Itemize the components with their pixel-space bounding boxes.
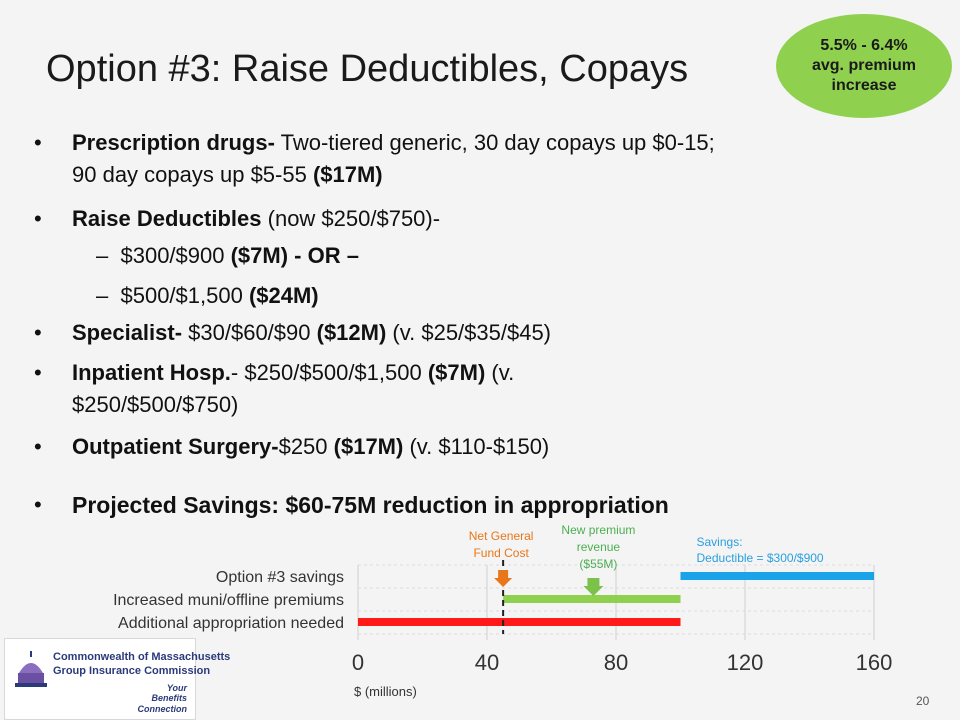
x-tick-label: 40 — [475, 650, 499, 675]
badge-line-3: increase — [831, 77, 897, 94]
bullet-text: Two-tiered generic, 30 day copays up $0-… — [274, 130, 715, 155]
logo-tagline: Your Benefits Connection — [138, 683, 188, 714]
state-house-dome-icon — [15, 651, 47, 687]
sub-amount: ($24M) — [248, 283, 319, 308]
category-label: Option #3 savings — [216, 569, 344, 586]
annotation-net-arrow — [494, 570, 513, 587]
x-tick-label: 120 — [727, 650, 764, 675]
bullet-text-line2: 90 day copays up $5-55 — [72, 162, 313, 187]
bullet-dot: • — [34, 130, 42, 155]
x-tick-label: 0 — [352, 650, 364, 675]
savings-bar-chart: Option #3 savings Increased muni/offline … — [113, 523, 893, 699]
logo-tagline-2: Benefits — [151, 693, 187, 704]
x-axis-label: $ (millions) — [354, 684, 417, 699]
sub-text: $500/$1,500 — [120, 283, 249, 308]
bullet-amount: ($12M) — [316, 320, 387, 345]
bar — [680, 572, 874, 580]
category-label: Increased muni/offline premiums — [113, 592, 344, 609]
page-number: 20 — [916, 694, 930, 708]
bullet-amount: ($17M) — [312, 162, 383, 187]
bullet-dot: • — [34, 434, 42, 459]
bullet-dot: • — [34, 360, 42, 385]
bullet-text-rest: (v. — [485, 360, 515, 385]
bullet-text-rest: (v. $110-$150) — [403, 434, 550, 459]
logo-name-line-1: Commonwealth of Massachusetts — [53, 651, 231, 663]
annotation-premium-revenue: ($55M) — [579, 557, 617, 571]
x-tick-label: 160 — [856, 650, 893, 675]
x-tick-label: 80 — [604, 650, 628, 675]
bullet-text-line2: $250/$500/$750) — [72, 392, 239, 417]
logo-name-line-2: Group Insurance Commission — [53, 664, 211, 677]
annotation-premium-arrow — [583, 578, 604, 596]
bullet-dot: • — [34, 320, 42, 345]
bullet-bold: Prescription drugs- — [72, 130, 275, 155]
sub-bullet-500-1500: – $500/$1,500 ($24M) — [96, 283, 319, 309]
bullet-bold: Projected Savings: $60-75M reduction in … — [72, 492, 669, 518]
sub-amount: ($7M) - OR – — [230, 243, 359, 268]
logo-tagline-1: Your — [166, 683, 187, 693]
slide-title: Option #3: Raise Deductibles, Copays — [46, 48, 689, 90]
badge-line-2: avg. premium — [811, 57, 917, 74]
bullet-bold: Inpatient Hosp. — [72, 360, 231, 385]
bullet-amount: ($17M) — [333, 434, 404, 459]
badge-line-1: 5.5% - 6.4% — [820, 37, 908, 54]
bullet-text-rest: (v. $25/$35/$45) — [386, 320, 552, 345]
bullet-text: $250 — [278, 434, 334, 459]
annotation-premium-revenue: New premium — [561, 523, 635, 537]
sub-text: $300/$900 — [120, 243, 231, 268]
bullet-dot: • — [34, 492, 42, 517]
sub-dash: – — [96, 243, 109, 268]
gic-logo: Commonwealth of Massachusetts Group Insu… — [4, 638, 230, 720]
annotation-net-cost: Net General — [469, 529, 534, 543]
category-label: Additional appropriation needed — [118, 615, 344, 632]
bullet-amount: ($7M) — [427, 360, 486, 385]
sub-dash: – — [96, 283, 109, 308]
premium-increase-badge: 5.5% - 6.4% avg. premium increase — [776, 14, 952, 118]
annotation-savings: Deductible = $300/$900 — [697, 551, 824, 565]
bullet-bold: Raise Deductibles — [72, 206, 262, 231]
bullet-text: (now $250/$750)- — [261, 206, 441, 231]
bullet-text: $30/$60/$90 — [182, 320, 317, 345]
annotation-savings: Savings: — [697, 535, 743, 549]
logo-tagline-3: Connection — [137, 703, 188, 714]
bullet-bold: Outpatient Surgery- — [72, 434, 279, 459]
sub-bullet-300-900: – $300/$900 ($7M) - OR – — [96, 243, 359, 269]
bar — [503, 595, 681, 603]
bullet-bold: Specialist- — [72, 320, 183, 345]
annotation-premium-revenue: revenue — [577, 540, 621, 554]
bullet-dot: • — [34, 206, 42, 231]
bullet-text: - $250/$500/$1,500 — [230, 360, 428, 385]
annotation-net-cost: Fund Cost — [473, 546, 529, 560]
bar — [358, 618, 681, 626]
